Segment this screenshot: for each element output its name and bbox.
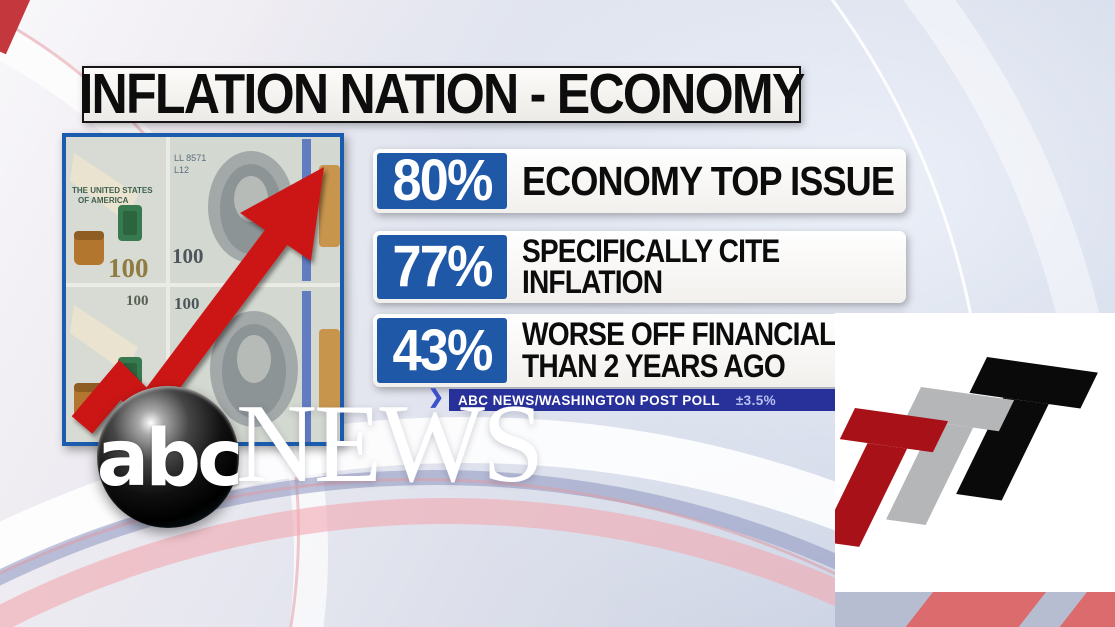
stat-value-badge: 80% — [377, 148, 507, 213]
bill-denomination: 100 — [174, 294, 200, 313]
abc-logo: abc — [96, 386, 244, 528]
bill-denomination: 100 — [108, 253, 149, 283]
abc-logo-text: abc — [96, 414, 244, 504]
stat-label: ECONOMY TOP ISSUE — [522, 157, 895, 204]
bill-caption: OF AMERICA — [78, 196, 129, 205]
stat-label: WORSE OFF FINANCIALLY THAN 2 YEARS AGO — [522, 318, 868, 383]
poll-attribution-bar: ABC NEWS/WASHINGTON POST POLL ±3.5% — [449, 389, 906, 411]
stat-value-badge: 43% — [377, 318, 507, 383]
stat-label: SPECIFICALLY CITE INFLATION — [522, 235, 780, 299]
news-wordmark: NEWS — [236, 382, 544, 506]
stat-value: 43% — [392, 317, 493, 383]
ttt-watermark-logo — [819, 313, 1115, 592]
corner-strip — [835, 592, 1115, 627]
bill-denomination: 100 — [126, 293, 149, 309]
corner-stripe — [1059, 592, 1115, 627]
stat-row-economy: 80% ECONOMY TOP ISSUE — [373, 149, 906, 213]
stat-value: 77% — [392, 234, 493, 299]
bill-denomination: 100 — [172, 244, 204, 268]
stat-row-worse-off: 43% WORSE OFF FINANCIALLY THAN 2 YEARS A… — [373, 314, 906, 387]
headline-banner: INFLATION NATION - ECONOMY — [79, 62, 805, 126]
bill-caption: THE UNITED STATES — [72, 186, 153, 195]
stat-row-inflation: 77% SPECIFICALLY CITE INFLATION — [373, 231, 906, 303]
ttt-letters — [819, 357, 1098, 547]
chevron-right-icon: ❯ — [428, 387, 444, 408]
bill-serial: LL 8571 — [174, 153, 206, 163]
stat-value: 80% — [392, 148, 493, 213]
poll-source: ABC NEWS/WASHINGTON POST POLL — [458, 392, 720, 408]
headline-title: INFLATION NATION - ECONOMY — [79, 62, 805, 126]
corner-stripe — [905, 592, 1046, 627]
stat-value-badge: 77% — [377, 235, 507, 299]
bill-plate: L12 — [174, 165, 189, 175]
poll-margin-of-error: ±3.5% — [735, 392, 777, 408]
corner-accent — [0, 0, 32, 55]
